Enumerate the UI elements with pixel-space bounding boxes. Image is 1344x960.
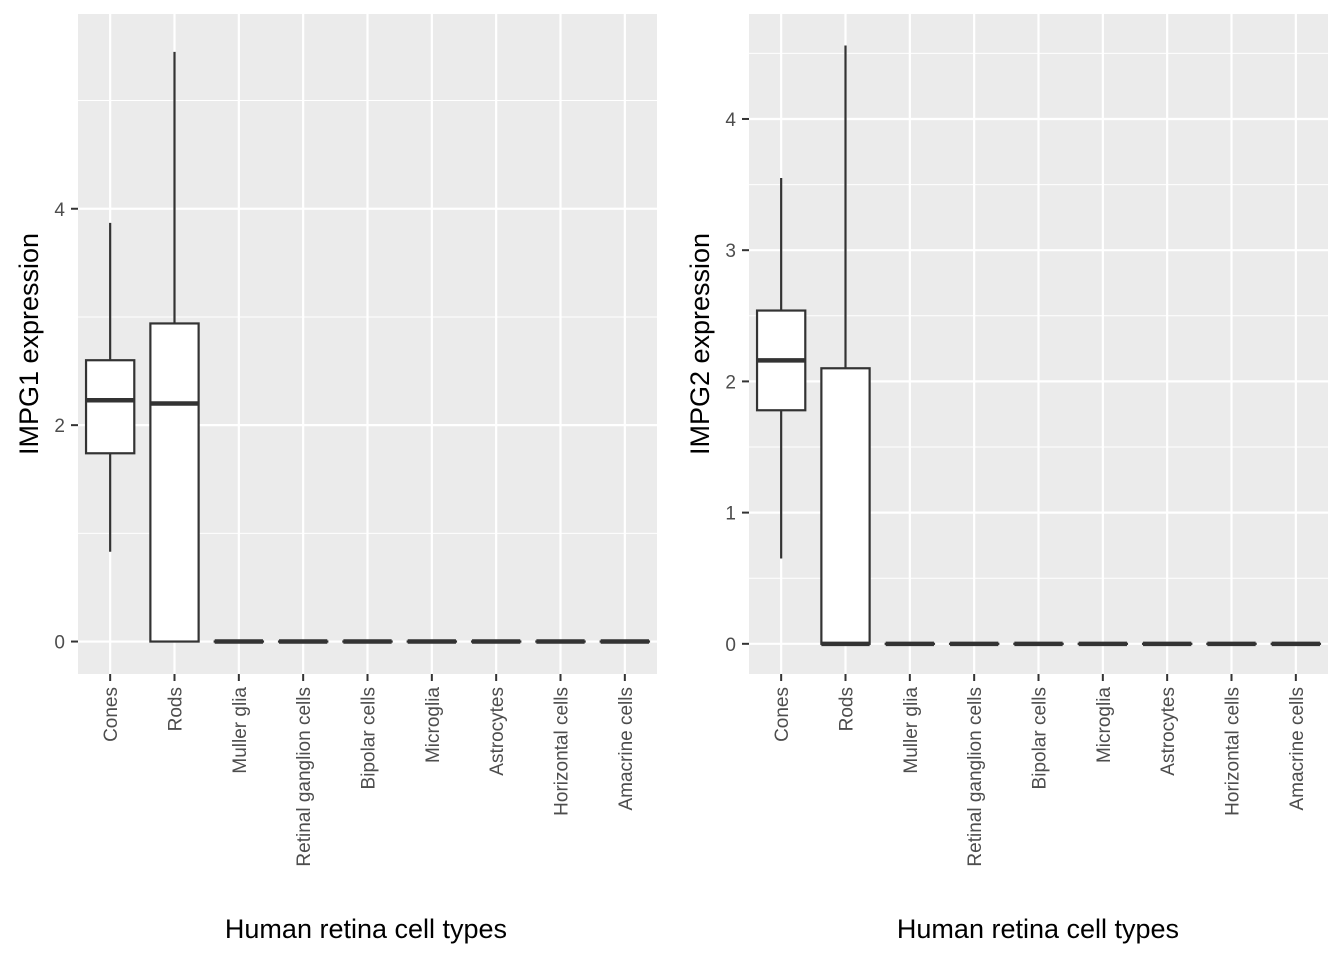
x-tick-label: Bipolar cells bbox=[359, 687, 380, 789]
x-tick-label: Cones bbox=[772, 687, 793, 742]
impg2-boxplot-panel: 0 1 2 3 4 Cones Rods Muller glia Retinal ganglio… bbox=[685, 14, 1328, 944]
x-tick-label: Retinal ganglion cells bbox=[965, 687, 986, 867]
box-cones bbox=[755, 178, 807, 559]
x-tick-label: Rods bbox=[166, 687, 187, 731]
y-tick-label: 3 bbox=[725, 241, 736, 262]
y-axis-title: IMPG1 expression bbox=[14, 233, 44, 455]
x-tick-label: Rods bbox=[837, 687, 858, 731]
x-tick-label: Microglia bbox=[1094, 687, 1115, 763]
x-tick-label: Bipolar cells bbox=[1030, 687, 1051, 789]
x-tick-label: Astrocytes bbox=[1158, 687, 1179, 776]
box-cones bbox=[84, 222, 136, 552]
x-tick-label: Amacrine cells bbox=[616, 687, 637, 811]
y-tick-label: 4 bbox=[54, 200, 65, 221]
x-tick-label: Horizontal cells bbox=[1223, 687, 1244, 816]
x-tick-label: Muller glia bbox=[230, 687, 251, 774]
box-rods bbox=[820, 45, 871, 647]
x-axis-title: Human retina cell types bbox=[225, 914, 507, 944]
x-tick-label: Muller glia bbox=[901, 687, 922, 774]
x-tick-label: Cones bbox=[101, 687, 122, 742]
y-tick-label: 2 bbox=[725, 372, 736, 393]
x-tick-label: Retinal ganglion cells bbox=[294, 687, 315, 867]
y-tick-label: 0 bbox=[725, 635, 736, 656]
box-rods bbox=[149, 51, 200, 643]
y-axis-title: IMPG2 expression bbox=[685, 233, 715, 455]
x-tick-label: Amacrine cells bbox=[1287, 687, 1308, 811]
interquartile-box bbox=[84, 359, 136, 455]
y-tick-label: 0 bbox=[54, 633, 65, 654]
x-tick-label: Microglia bbox=[423, 687, 444, 763]
x-axis-title: Human retina cell types bbox=[897, 914, 1179, 944]
interquartile-box bbox=[820, 367, 871, 645]
x-tick-label: Astrocytes bbox=[487, 687, 508, 776]
y-tick-label: 2 bbox=[54, 416, 65, 437]
y-tick-label: 4 bbox=[725, 110, 736, 131]
interquartile-box bbox=[149, 322, 200, 643]
y-tick-label: 1 bbox=[725, 504, 736, 525]
x-tick-label: Horizontal cells bbox=[552, 687, 573, 816]
impg1-boxplot-panel: 0 2 4 Cones Rods Muller glia Retinal ganglion … bbox=[14, 14, 657, 944]
